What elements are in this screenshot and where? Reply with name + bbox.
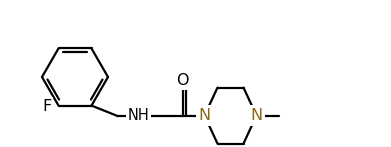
Text: N: N <box>251 108 263 123</box>
Text: F: F <box>42 99 51 114</box>
Text: NH: NH <box>127 108 149 123</box>
Text: N: N <box>199 108 211 123</box>
Text: O: O <box>176 73 189 88</box>
